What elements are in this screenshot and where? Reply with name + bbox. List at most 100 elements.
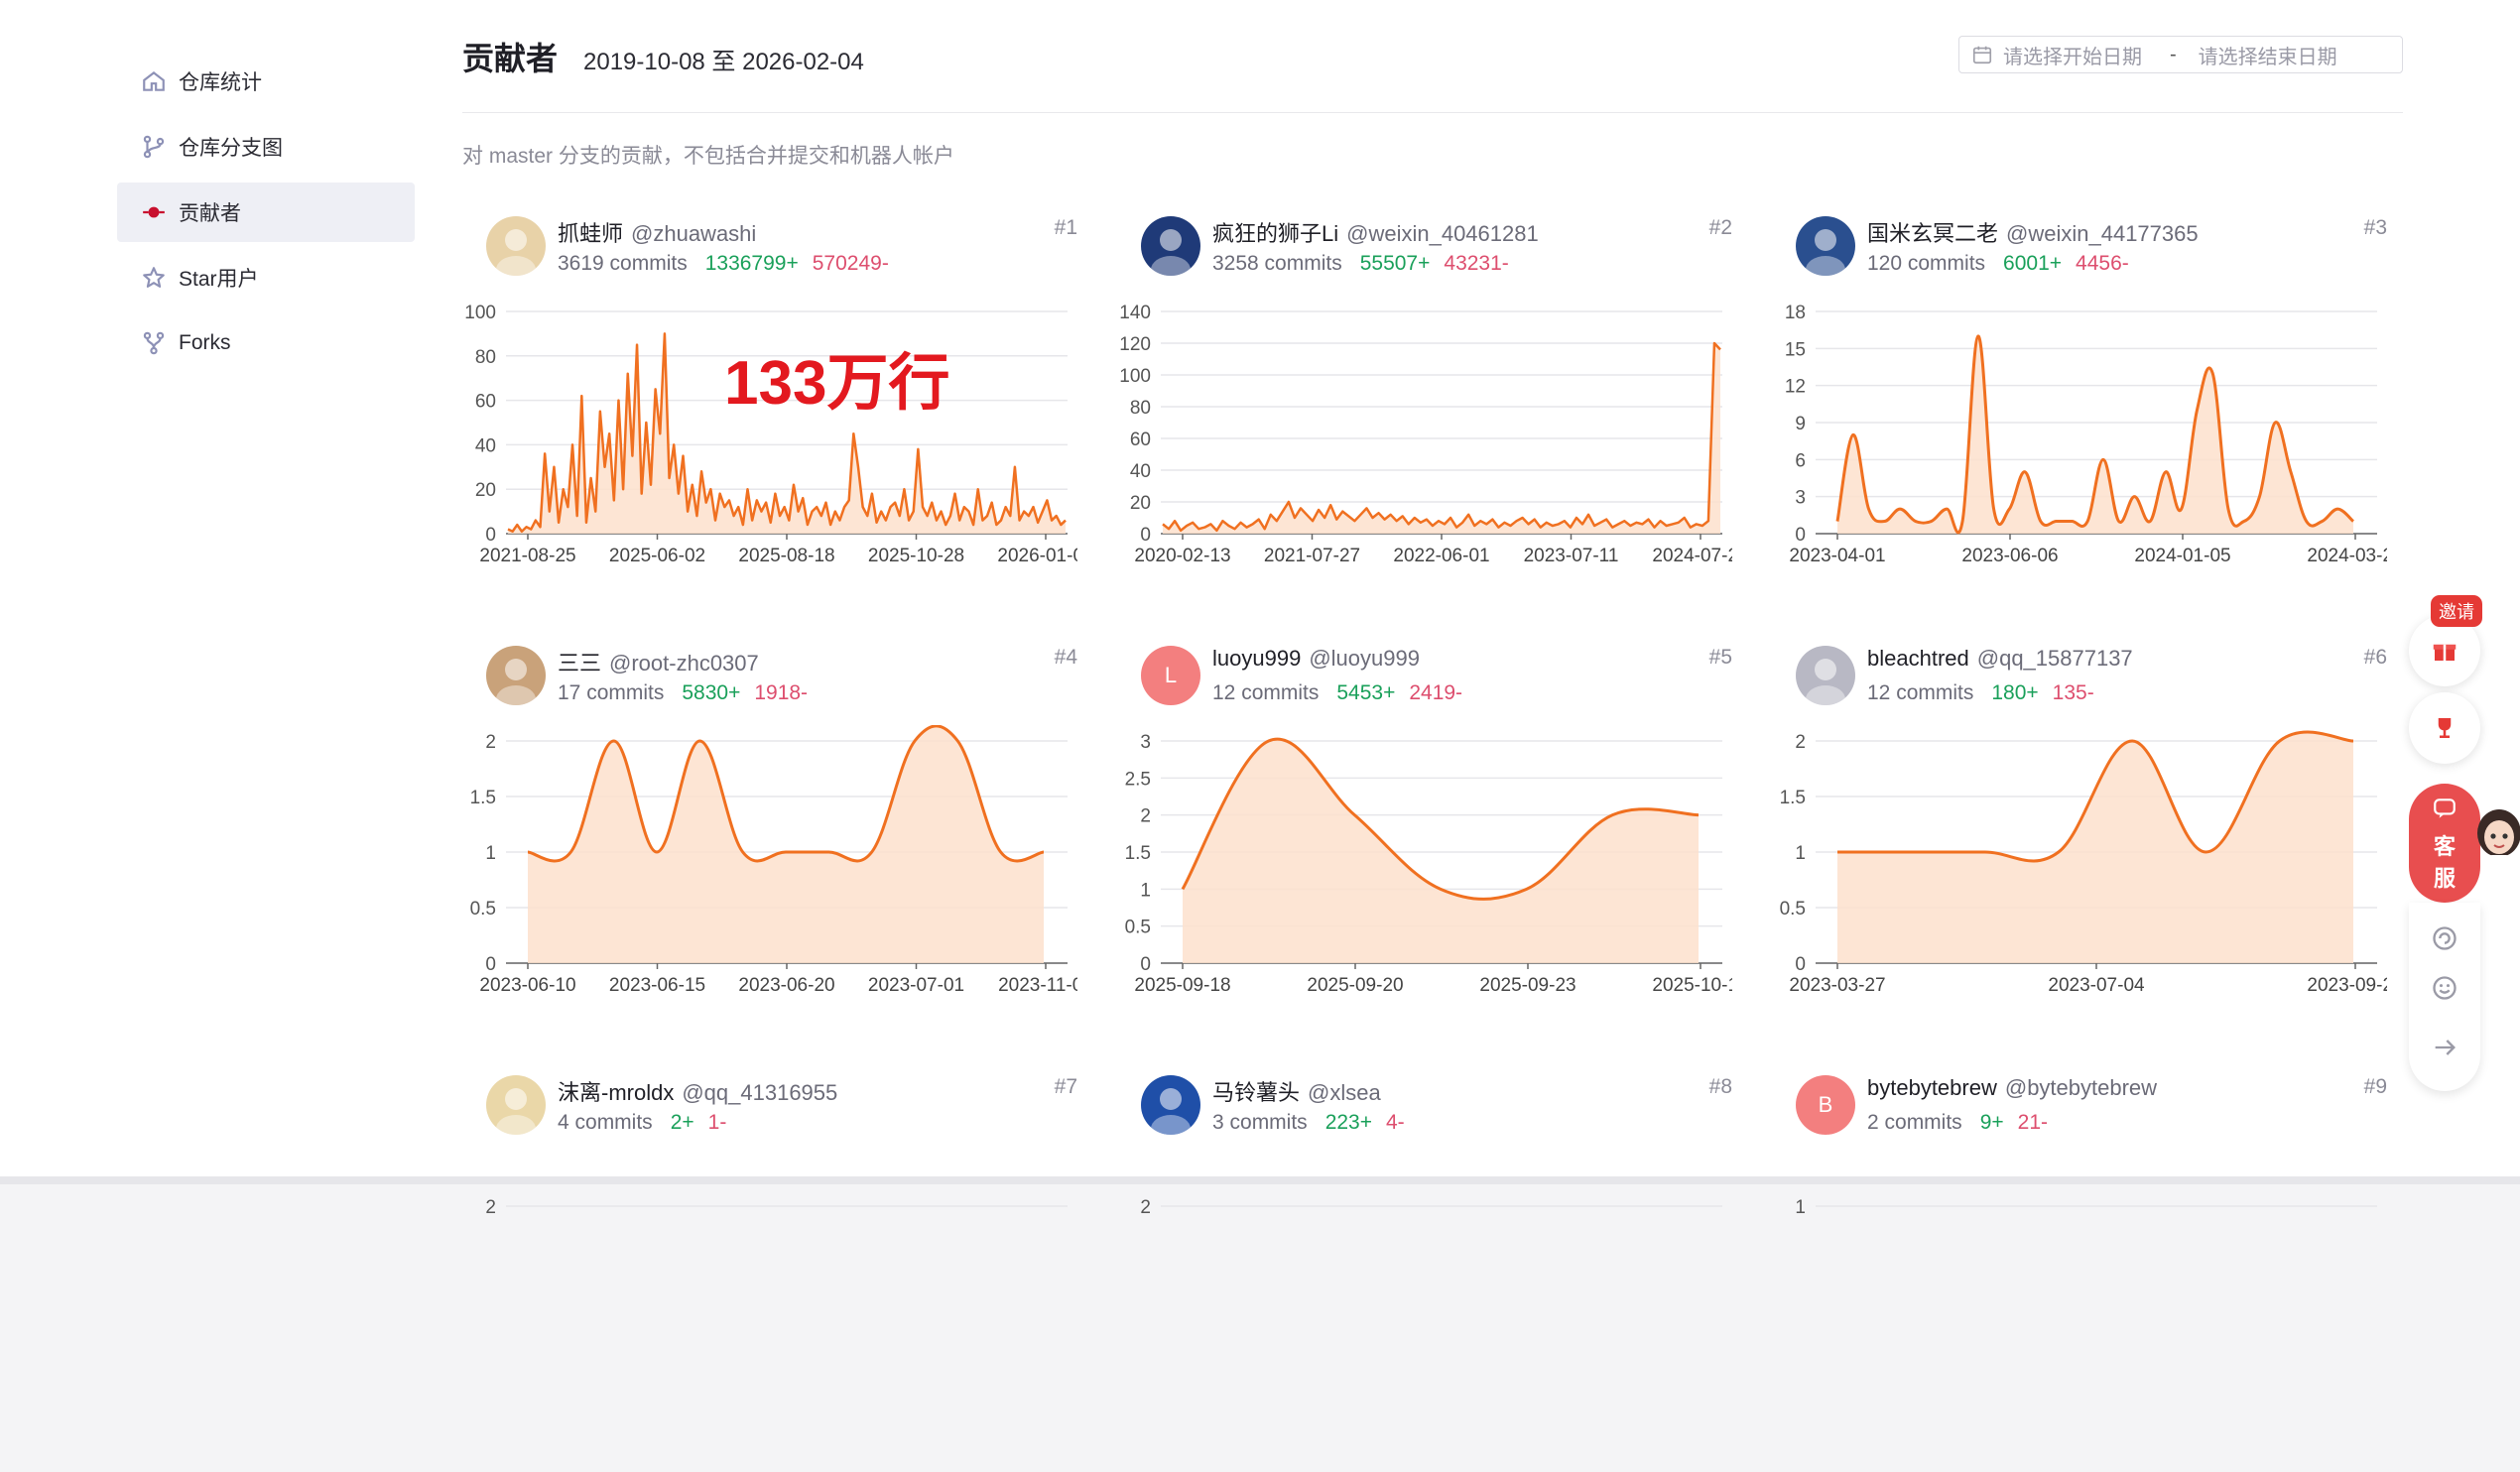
y-tick-label: 0.5 bbox=[1125, 918, 1151, 938]
x-tick-label: 2023-04-01 bbox=[1789, 546, 1885, 566]
contributor-name[interactable]: 抓蛙师 bbox=[558, 221, 623, 246]
contributor-name[interactable]: 三三 bbox=[558, 651, 601, 675]
contributor-handle[interactable]: @qq_15877137 bbox=[1977, 646, 2133, 671]
y-tick-label: 0.5 bbox=[1780, 899, 1806, 920]
contributor-rank: #5 bbox=[1709, 646, 1732, 670]
y-tick-label: 0 bbox=[1140, 954, 1151, 975]
contributor-name[interactable]: 疯狂的狮子Li bbox=[1212, 221, 1338, 246]
sidebar-item-repo-stats[interactable]: 仓库统计 bbox=[117, 52, 415, 111]
main-content: 贡献者 2019-10-08 至 2026-02-04 请选择开始日期 - 请选… bbox=[462, 0, 2403, 113]
end-date-input[interactable]: 请选择结束日期 bbox=[2199, 41, 2337, 69]
y-tick-label: 1 bbox=[1795, 1197, 1806, 1218]
deletions-count: 4456- bbox=[2076, 252, 2129, 275]
star-icon bbox=[141, 265, 167, 291]
avatar[interactable] bbox=[486, 216, 546, 276]
avatar[interactable] bbox=[1796, 646, 1855, 705]
y-tick-label: 140 bbox=[1119, 303, 1151, 323]
contributor-name-line: 疯狂的狮子Li @weixin_40461281 bbox=[1212, 216, 1539, 248]
commit-count: 3258 commits bbox=[1212, 252, 1342, 275]
y-tick-label: 1.5 bbox=[1780, 788, 1806, 808]
page-subtitle: 对 master 分支的贡献，不包括合并提交和机器人帐户 bbox=[462, 140, 954, 170]
avatar[interactable]: B bbox=[1796, 1075, 1855, 1135]
date-range-picker[interactable]: 请选择开始日期 - 请选择结束日期 bbox=[1958, 36, 2403, 73]
y-tick-label: 18 bbox=[1785, 303, 1806, 323]
sidebar-item-label: Star用户 bbox=[179, 263, 259, 293]
arrow-right-icon[interactable] bbox=[2431, 1034, 2458, 1061]
contributor-handle[interactable]: @weixin_44177365 bbox=[2006, 221, 2199, 246]
sidebar-item-star-users[interactable]: Star用户 bbox=[117, 248, 415, 307]
customer-service-button[interactable]: 客 服 bbox=[2409, 784, 2480, 903]
contributor-handle[interactable]: @qq_41316955 bbox=[682, 1080, 837, 1105]
contributor-rank: #4 bbox=[1055, 646, 1077, 670]
contributor-handle[interactable]: @weixin_40461281 bbox=[1346, 221, 1539, 246]
sidebar-item-contributors[interactable]: 贡献者 bbox=[117, 183, 415, 242]
additions-count: 55507+ bbox=[1360, 252, 1431, 275]
trophy-button[interactable] bbox=[2409, 692, 2480, 764]
assistant-avatar-icon bbox=[2472, 805, 2520, 867]
x-tick-label: 2025-08-18 bbox=[738, 546, 834, 566]
contributor-handle[interactable]: @bytebytebrew bbox=[2005, 1075, 2157, 1100]
y-tick-label: 1 bbox=[1795, 843, 1806, 864]
y-tick-label: 1 bbox=[1140, 880, 1151, 901]
invite-badge[interactable]: 邀请 bbox=[2431, 595, 2482, 627]
avatar[interactable] bbox=[1141, 216, 1200, 276]
start-date-input[interactable]: 请选择开始日期 bbox=[2003, 41, 2142, 69]
page-title: 贡献者 bbox=[462, 34, 558, 79]
y-tick-label: 9 bbox=[1795, 414, 1806, 434]
contributor-handle[interactable]: @xlsea bbox=[1308, 1080, 1381, 1105]
commit-count: 17 commits bbox=[558, 681, 664, 704]
contributor-name[interactable]: 国米玄冥二老 bbox=[1867, 221, 1998, 246]
sidebar-item-label: Forks bbox=[179, 331, 231, 355]
x-tick-label: 2024-03-26 bbox=[2307, 546, 2387, 566]
avatar[interactable] bbox=[486, 646, 546, 705]
x-tick-label: 2025-09-18 bbox=[1134, 975, 1230, 996]
x-tick-label: 2020-02-13 bbox=[1134, 546, 1230, 566]
avatar[interactable]: L bbox=[1141, 646, 1200, 705]
x-tick-label: 2023-07-04 bbox=[2048, 975, 2145, 996]
avatar-letter: B bbox=[1819, 1092, 1833, 1118]
sidebar-item-branch-graph[interactable]: 仓库分支图 bbox=[117, 117, 415, 177]
contributor-name[interactable]: bytebytebrew bbox=[1867, 1075, 1997, 1100]
contributor-handle[interactable]: @luoyu999 bbox=[1309, 646, 1420, 671]
deletions-count: 1918- bbox=[754, 681, 808, 704]
x-tick-label: 2021-08-25 bbox=[479, 546, 575, 566]
refresh-icon[interactable] bbox=[2431, 924, 2458, 952]
y-tick-label: 1.5 bbox=[1125, 843, 1151, 864]
contributor-name[interactable]: bleachtred bbox=[1867, 646, 1969, 671]
contributor-name[interactable]: 沫离-mroldx bbox=[558, 1080, 674, 1105]
contributor-name[interactable]: 马铃薯头 bbox=[1212, 1080, 1300, 1105]
contributor-icon bbox=[141, 199, 167, 225]
contributor-name[interactable]: luoyu999 bbox=[1212, 646, 1301, 671]
contributor-name-line: 抓蛙师 @zhuawashi bbox=[558, 216, 756, 248]
contributor-name-line: bleachtred @qq_15877137 bbox=[1867, 646, 2133, 672]
contributor-rank: #9 bbox=[2364, 1075, 2387, 1099]
contributor-handle[interactable]: @zhuawashi bbox=[631, 221, 756, 246]
contributor-name-line: 国米玄冥二老 @weixin_44177365 bbox=[1867, 216, 2199, 248]
x-tick-label: 2025-09-23 bbox=[1479, 975, 1575, 996]
assistant-avatar[interactable] bbox=[2472, 805, 2520, 867]
avatar[interactable] bbox=[486, 1075, 546, 1135]
smile-icon[interactable] bbox=[2431, 974, 2458, 1002]
additions-count: 5453+ bbox=[1336, 681, 1395, 704]
contributor-handle[interactable]: @root-zhc0307 bbox=[609, 651, 759, 675]
avatar[interactable] bbox=[1796, 216, 1855, 276]
chat-icon bbox=[2431, 796, 2458, 821]
y-tick-label: 1.5 bbox=[470, 788, 496, 808]
x-tick-label: 2021-07-27 bbox=[1264, 546, 1360, 566]
sidebar-item-forks[interactable]: Forks bbox=[117, 313, 415, 373]
avatar[interactable] bbox=[1141, 1075, 1200, 1135]
sidebar-item-label: 仓库分支图 bbox=[179, 132, 283, 162]
horizontal-scrollbar[interactable] bbox=[0, 1176, 2520, 1184]
user-photo-icon bbox=[486, 646, 546, 705]
y-tick-label: 80 bbox=[475, 347, 496, 368]
